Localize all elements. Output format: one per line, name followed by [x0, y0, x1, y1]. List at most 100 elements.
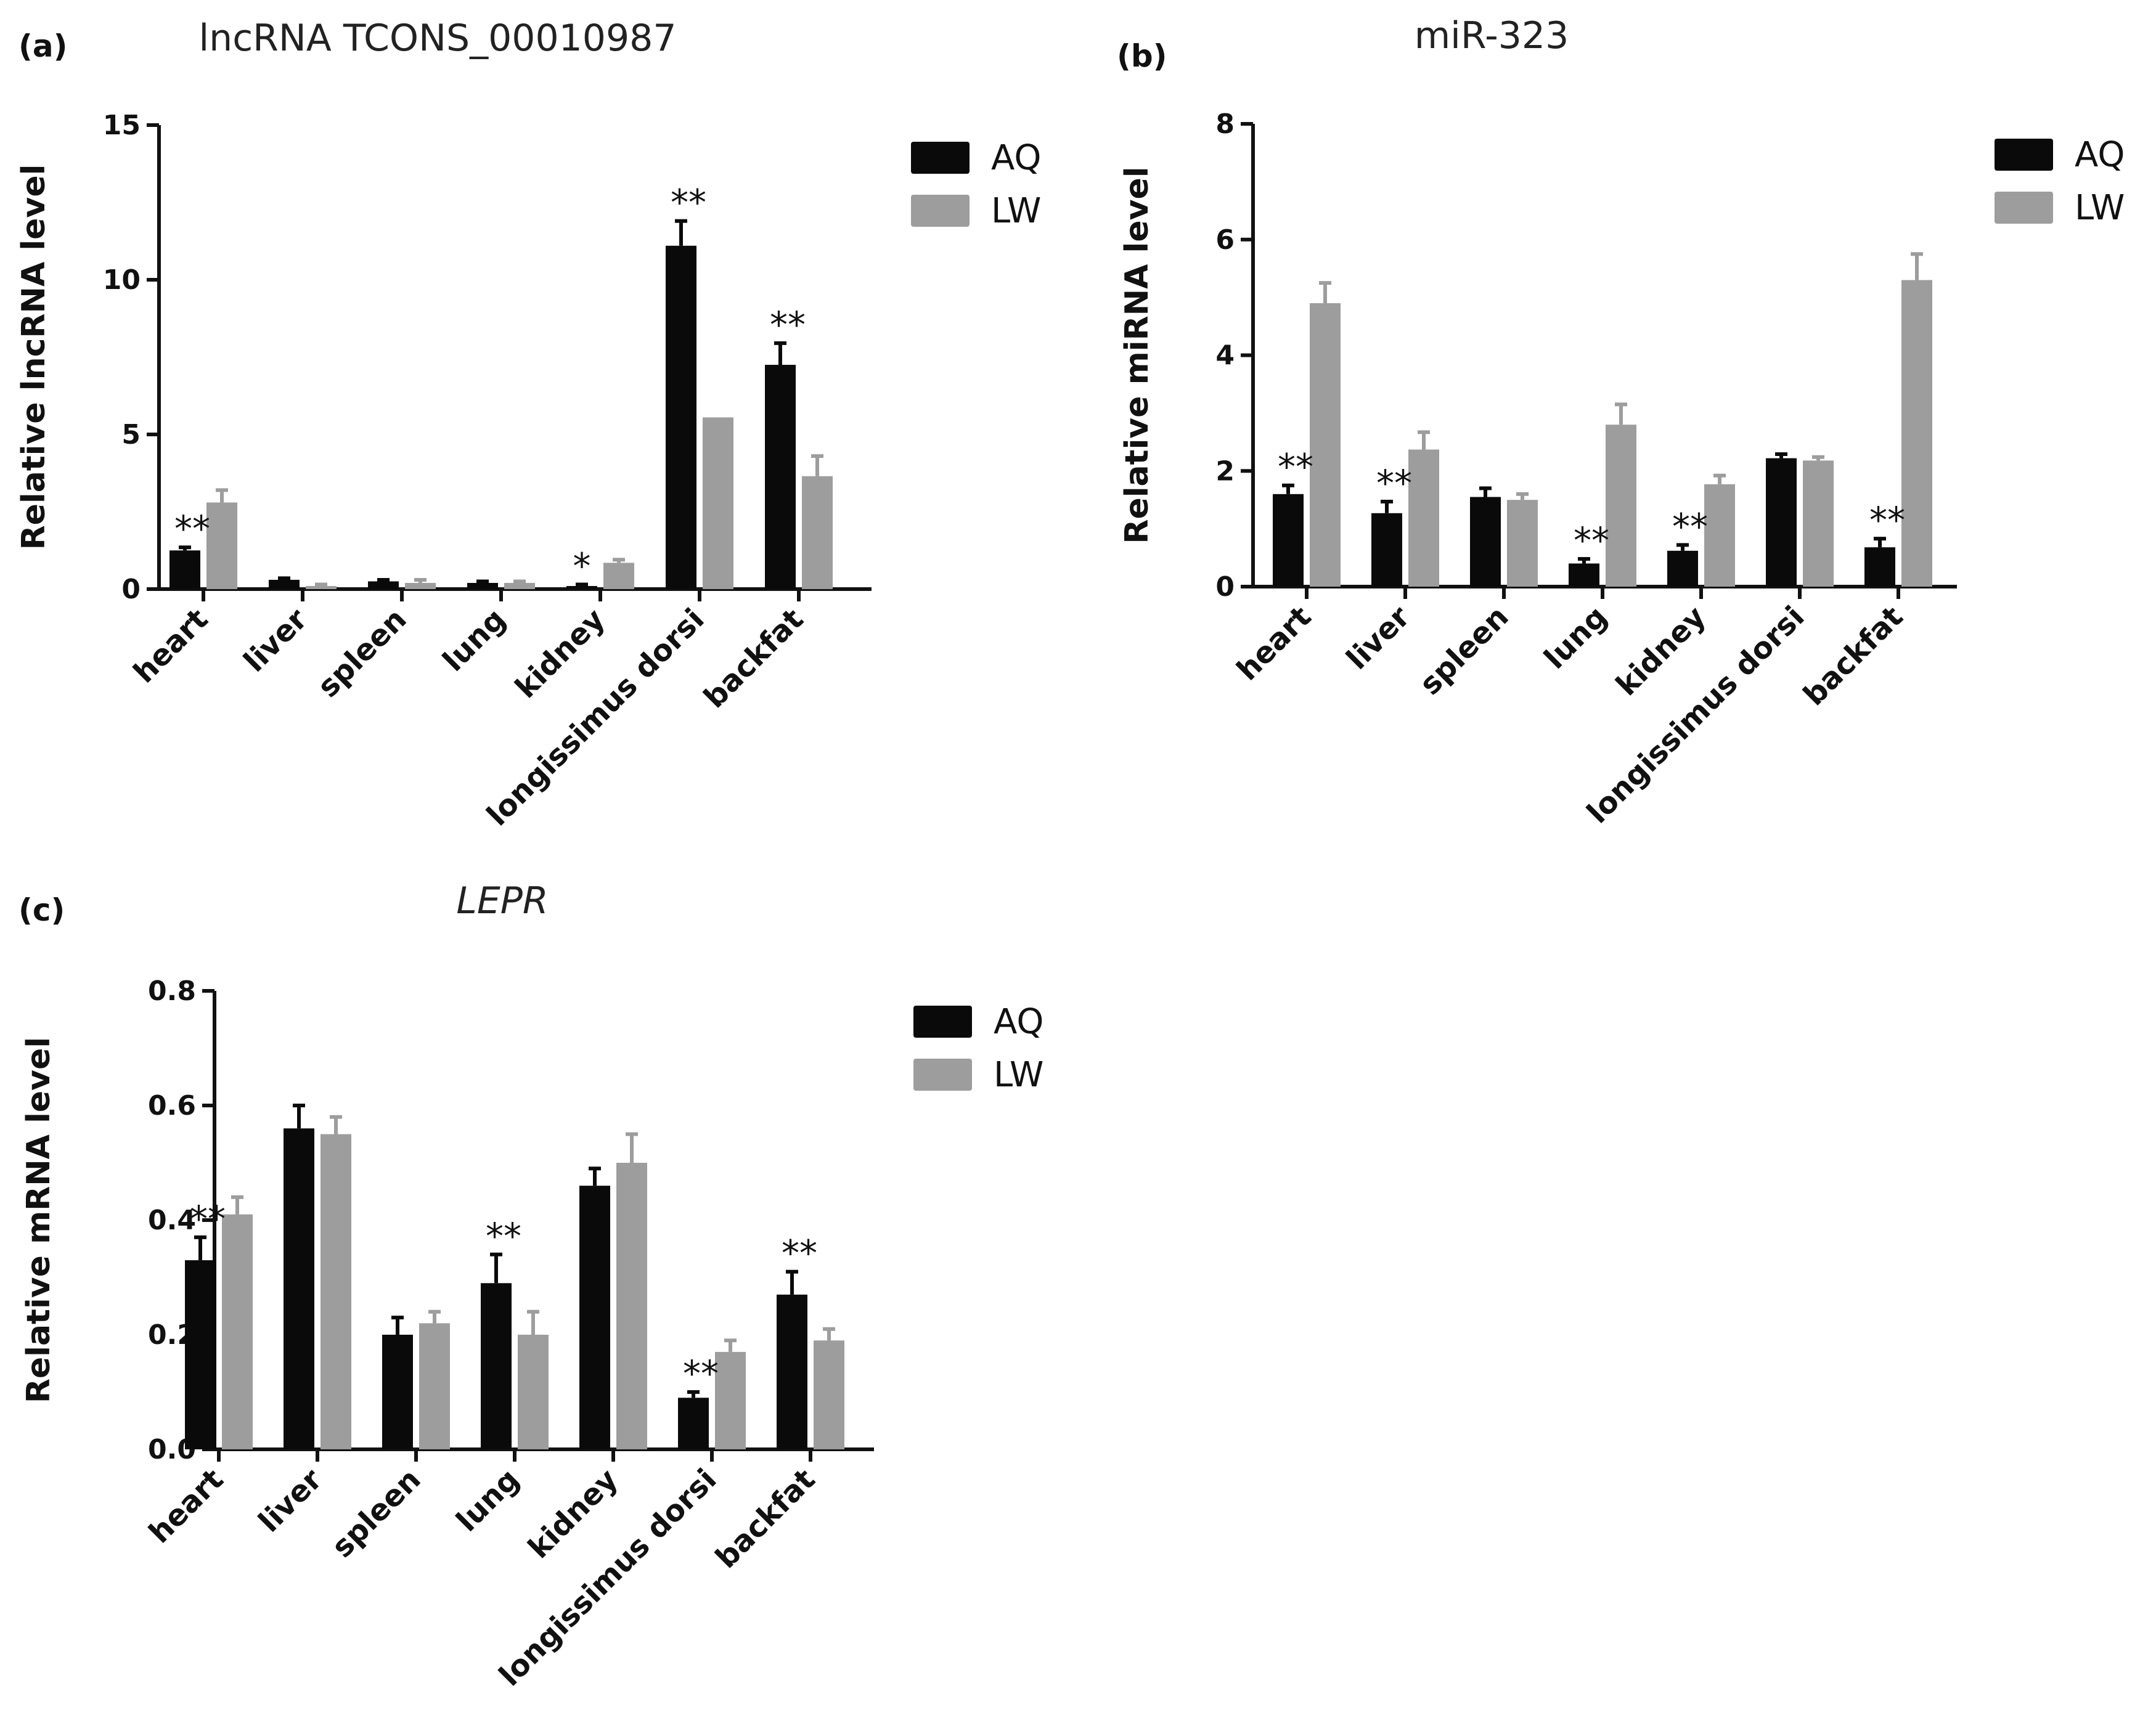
bar-aq	[269, 579, 300, 589]
bar-aq	[481, 1283, 512, 1449]
y-tick-label: 2	[1215, 455, 1235, 487]
y-tick-label: 4	[1215, 340, 1235, 372]
bar-aq	[1864, 547, 1895, 587]
bar-lw	[603, 563, 634, 589]
significance-marker: **	[190, 1198, 226, 1240]
bar-aq	[1766, 458, 1797, 587]
bar-lw	[616, 1163, 647, 1449]
legend-swatch-lw	[913, 1059, 972, 1091]
legend-swatch-lw	[911, 195, 970, 227]
bar-lw	[1901, 280, 1932, 587]
bar-lw	[802, 476, 833, 589]
bar-lw	[405, 582, 436, 589]
x-tick-label: liver	[237, 602, 314, 679]
bar-aq	[1371, 513, 1402, 587]
x-tick-label: backfat	[697, 602, 810, 715]
bar-lw	[504, 582, 535, 589]
legend-label: LW	[991, 191, 1041, 231]
x-tick-label: kidney	[508, 602, 611, 705]
legend-label: LW	[994, 1055, 1043, 1095]
significance-marker: *	[573, 545, 591, 587]
y-tick-label: 0	[121, 574, 141, 605]
x-tick-label: kidney	[521, 1462, 624, 1565]
legend-label: LW	[2075, 188, 2125, 228]
x-tick-label: lung	[450, 1462, 526, 1539]
significance-marker: **	[1278, 446, 1313, 488]
x-tick-label: liver	[1340, 600, 1417, 677]
bar-aq	[1569, 563, 1599, 587]
significance-marker: **	[683, 1353, 719, 1394]
bar-aq	[1667, 550, 1698, 587]
bar-aq	[777, 1294, 807, 1449]
significance-marker: **	[1869, 499, 1905, 541]
x-tick-label: heart	[127, 602, 215, 690]
bar-lw	[1507, 500, 1538, 587]
y-axis-label: Relative lncRNA level	[15, 165, 52, 550]
y-tick-label: 0.6	[148, 1090, 196, 1122]
bar-aq	[382, 1335, 413, 1449]
x-tick-label: spleen	[311, 602, 414, 704]
x-tick-label: lung	[436, 602, 513, 678]
bar-aq	[169, 550, 200, 589]
bar-aq	[566, 585, 597, 589]
significance-marker: **	[782, 1232, 817, 1274]
bar-aq	[579, 1186, 610, 1449]
significance-marker: **	[770, 304, 806, 346]
legend-label: AQ	[2075, 135, 2125, 175]
panel-label: (c)	[18, 892, 65, 928]
bar-aq	[666, 245, 696, 589]
y-tick-label: 15	[103, 110, 141, 141]
x-tick-label: heart	[142, 1462, 231, 1550]
x-tick-label: lung	[1538, 600, 1614, 676]
bar-aq	[185, 1260, 216, 1449]
y-tick-label: 0	[1215, 571, 1235, 603]
bar-lw	[703, 417, 733, 589]
y-tick-label: 10	[103, 264, 141, 296]
bar-aq	[765, 365, 796, 589]
bar-lw	[321, 1134, 351, 1449]
x-tick-label: spleen	[325, 1462, 428, 1565]
panel-label: (a)	[18, 28, 67, 64]
y-axis-label: Relative miRNA level	[1119, 166, 1156, 543]
bar-lw	[419, 1323, 450, 1449]
significance-marker: **	[486, 1215, 521, 1257]
y-axis-label: Relative mRNA level	[20, 1037, 57, 1403]
significance-marker: **	[174, 508, 210, 550]
bar-lw	[206, 502, 237, 589]
panel-label: (b)	[1117, 38, 1167, 74]
legend-swatch-aq	[1995, 139, 2053, 171]
bar-lw	[1803, 460, 1834, 587]
significance-marker: **	[671, 182, 706, 224]
bar-aq	[678, 1398, 709, 1449]
x-tick-label: heart	[1230, 600, 1318, 688]
y-tick-label: 5	[121, 419, 141, 450]
legend-swatch-aq	[911, 142, 970, 174]
x-tick-label: backfat	[1797, 600, 1909, 712]
bar-aq	[467, 582, 498, 589]
significance-marker: **	[1574, 519, 1609, 561]
legend-label: AQ	[991, 138, 1041, 178]
bar-lw	[1704, 484, 1735, 587]
legend-label: AQ	[994, 1002, 1043, 1042]
legend-swatch-lw	[1995, 192, 2053, 224]
bar-lw	[1310, 303, 1341, 587]
y-tick-label: 8	[1215, 108, 1235, 140]
bar-lw	[814, 1340, 844, 1449]
bar-lw	[715, 1351, 746, 1449]
panel-b: (b) miR-323 Relative miRNA level 0 2 4 6 8 heart…	[1117, 14, 2125, 830]
x-tick-label: liver	[252, 1462, 329, 1539]
bar-lw	[1408, 449, 1439, 587]
legend-swatch-aq	[913, 1006, 972, 1038]
bar-lw	[518, 1335, 549, 1449]
significance-marker: **	[1672, 505, 1708, 547]
y-tick-label: 0.4	[148, 1205, 196, 1236]
bar-aq	[284, 1128, 314, 1449]
bar-lw	[1606, 425, 1636, 587]
x-tick-label: backfat	[709, 1462, 822, 1575]
significance-marker: **	[1376, 462, 1412, 504]
chart-title: lncRNA TCONS_00010987	[199, 17, 677, 60]
chart-title: LEPR	[456, 879, 548, 922]
bar-lw	[222, 1214, 253, 1449]
bar-aq	[368, 581, 399, 589]
